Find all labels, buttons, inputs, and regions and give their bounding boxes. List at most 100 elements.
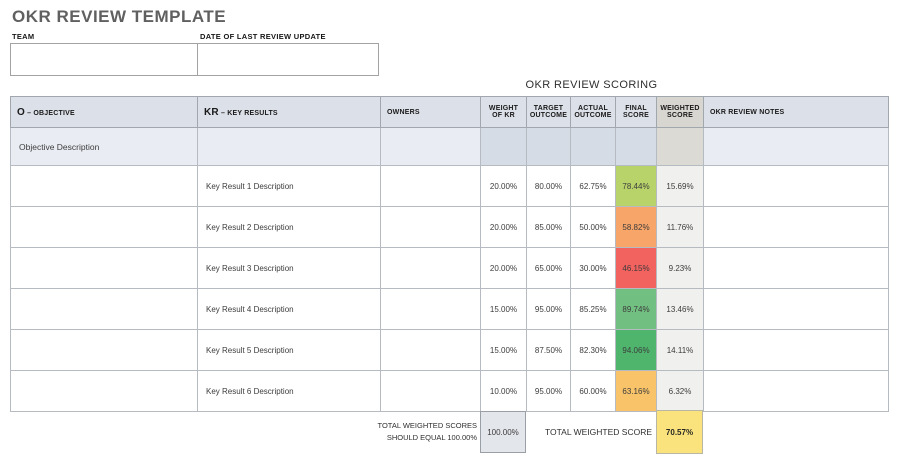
objective-notes-cell[interactable]: [703, 127, 889, 166]
notes-cell[interactable]: [703, 206, 889, 248]
objective-kr-cell[interactable]: [197, 127, 381, 166]
weighted-score-cell: 15.69%: [656, 165, 704, 207]
objective-row: Objective Description: [10, 127, 889, 166]
col-header-objective: O – OBJECTIVE: [10, 96, 198, 128]
actual-outcome-cell[interactable]: 85.25%: [570, 288, 616, 330]
key-result-cell[interactable]: Key Result 6 Description: [197, 370, 381, 412]
target-outcome-cell[interactable]: 95.00%: [526, 370, 571, 412]
objective-owners-cell[interactable]: [380, 127, 481, 166]
total-weights-note: TOTAL WEIGHTED SCORES SHOULD EQUAL 100.0…: [320, 420, 477, 443]
table-row: Key Result 2 Description 20.00% 85.00% 5…: [10, 206, 889, 248]
total-weights-value-cell: 100.00%: [480, 411, 526, 453]
total-weighted-score-value-cell: 70.57%: [656, 410, 703, 454]
col-header-weighted-score: WEIGHTED SCORE: [656, 96, 704, 128]
date-of-last-review-label: DATE OF LAST REVIEW UPDATE: [200, 32, 326, 41]
weighted-score-cell: 9.23%: [656, 247, 704, 289]
objective-cell[interactable]: [10, 370, 198, 412]
notes-cell[interactable]: [703, 247, 889, 289]
weighted-score-cell: 13.46%: [656, 288, 704, 330]
actual-outcome-cell[interactable]: 62.75%: [570, 165, 616, 207]
owners-cell[interactable]: [380, 370, 481, 412]
key-results-header-prefix: KR: [204, 106, 219, 118]
weighted-score-cell: 6.32%: [656, 370, 704, 412]
actual-outcome-cell[interactable]: 30.00%: [570, 247, 616, 289]
weight-cell[interactable]: 15.00%: [480, 329, 527, 371]
col-header-final-score: FINAL SCORE: [615, 96, 657, 128]
weight-cell[interactable]: 10.00%: [480, 370, 527, 412]
final-score-cell: 63.16%: [615, 370, 657, 412]
objective-weighted-cell: [656, 127, 704, 166]
col-header-owners: OWNERS: [380, 96, 481, 128]
objective-header-prefix: O: [17, 106, 25, 118]
objective-description-cell[interactable]: Objective Description: [10, 127, 198, 166]
weight-cell[interactable]: 20.00%: [480, 206, 527, 248]
table-row: Key Result 3 Description 20.00% 65.00% 3…: [10, 247, 889, 289]
actual-outcome-cell[interactable]: 50.00%: [570, 206, 616, 248]
col-header-key-results: KR – KEY RESULTS: [197, 96, 381, 128]
notes-cell[interactable]: [703, 329, 889, 371]
key-result-cell[interactable]: Key Result 1 Description: [197, 165, 381, 207]
col-header-weight-of-kr: WEIGHT OF KR: [480, 96, 527, 128]
totals-row: TOTAL WEIGHTED SCORES SHOULD EQUAL 100.0…: [0, 410, 900, 454]
key-result-cell[interactable]: Key Result 2 Description: [197, 206, 381, 248]
objective-cell[interactable]: [10, 329, 198, 371]
weighted-score-cell: 11.76%: [656, 206, 704, 248]
key-result-cell[interactable]: Key Result 3 Description: [197, 247, 381, 289]
final-score-cell: 58.82%: [615, 206, 657, 248]
objective-target-cell: [526, 127, 571, 166]
table-row: Key Result 5 Description 15.00% 87.50% 8…: [10, 329, 889, 371]
final-score-cell: 46.15%: [615, 247, 657, 289]
col-header-target-outcome: TARGET OUTCOME: [526, 96, 571, 128]
owners-cell[interactable]: [380, 206, 481, 248]
objective-weight-cell: [480, 127, 527, 166]
owners-cell[interactable]: [380, 329, 481, 371]
target-outcome-cell[interactable]: 65.00%: [526, 247, 571, 289]
objective-cell[interactable]: [10, 165, 198, 207]
actual-outcome-cell[interactable]: 60.00%: [570, 370, 616, 412]
key-results-header-suffix: – KEY RESULTS: [218, 109, 278, 117]
okr-review-scoring-title: OKR REVIEW SCORING: [525, 79, 658, 91]
actual-outcome-cell[interactable]: 82.30%: [570, 329, 616, 371]
objective-cell[interactable]: [10, 288, 198, 330]
key-result-cell[interactable]: Key Result 4 Description: [197, 288, 381, 330]
notes-cell[interactable]: [703, 165, 889, 207]
target-outcome-cell[interactable]: 85.00%: [526, 206, 571, 248]
owners-cell[interactable]: [380, 247, 481, 289]
total-weights-note-line1: TOTAL WEIGHTED SCORES: [377, 421, 477, 430]
objective-actual-cell: [570, 127, 616, 166]
table-row: Key Result 1 Description 20.00% 80.00% 6…: [10, 165, 889, 207]
total-weights-note-line2: SHOULD EQUAL 100.00%: [386, 432, 477, 442]
target-outcome-cell[interactable]: 95.00%: [526, 288, 571, 330]
okr-table: O – OBJECTIVE KR – KEY RESULTS OWNERS WE…: [10, 96, 889, 412]
notes-cell[interactable]: [703, 288, 889, 330]
date-of-last-review-input[interactable]: [198, 44, 378, 75]
page-title: OKR REVIEW TEMPLATE: [12, 7, 227, 26]
target-outcome-cell[interactable]: 87.50%: [526, 329, 571, 371]
team-input[interactable]: [11, 44, 198, 75]
notes-cell[interactable]: [703, 370, 889, 412]
weight-cell[interactable]: 15.00%: [480, 288, 527, 330]
team-label: TEAM: [12, 32, 35, 41]
objective-final-cell: [615, 127, 657, 166]
target-outcome-cell[interactable]: 80.00%: [526, 165, 571, 207]
objective-cell[interactable]: [10, 247, 198, 289]
table-header-row: O – OBJECTIVE KR – KEY RESULTS OWNERS WE…: [10, 96, 889, 128]
objective-cell[interactable]: [10, 206, 198, 248]
col-header-okr-review-notes: OKR REVIEW NOTES: [703, 96, 889, 128]
col-header-actual-outcome: ACTUAL OUTCOME: [570, 96, 616, 128]
table-row: Key Result 6 Description 10.00% 95.00% 6…: [10, 370, 889, 412]
owners-cell[interactable]: [380, 288, 481, 330]
total-weighted-score-label: TOTAL WEIGHTED SCORE: [544, 427, 652, 437]
owners-cell[interactable]: [380, 165, 481, 207]
key-result-cell[interactable]: Key Result 5 Description: [197, 329, 381, 371]
final-score-cell: 89.74%: [615, 288, 657, 330]
weighted-score-cell: 14.11%: [656, 329, 704, 371]
final-score-cell: 94.06%: [615, 329, 657, 371]
weight-cell[interactable]: 20.00%: [480, 165, 527, 207]
table-row: Key Result 4 Description 15.00% 95.00% 8…: [10, 288, 889, 330]
weight-cell[interactable]: 20.00%: [480, 247, 527, 289]
objective-header-suffix: – OBJECTIVE: [24, 109, 75, 117]
final-score-cell: 78.44%: [615, 165, 657, 207]
team-date-input-group: [10, 43, 379, 76]
